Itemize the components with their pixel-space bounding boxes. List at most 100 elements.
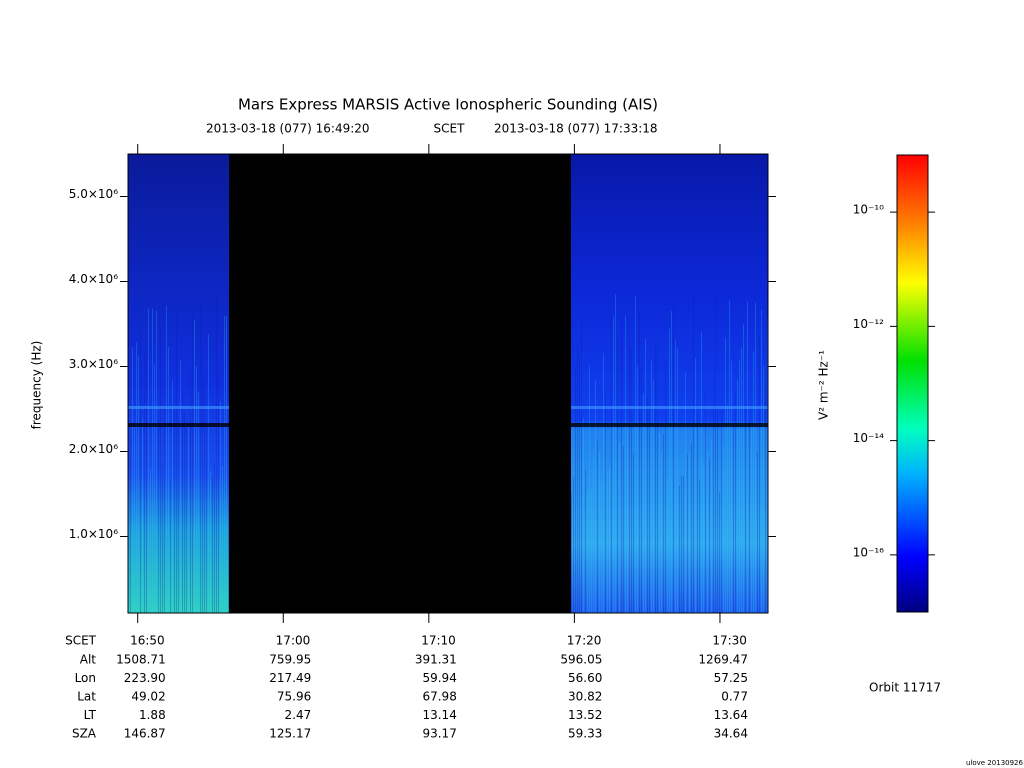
- colorbar-tick-label: 10⁻¹⁰: [853, 203, 884, 217]
- texture: [685, 371, 686, 613]
- texture: [759, 333, 760, 613]
- y-tick-label: 2.0×10⁶: [69, 442, 118, 456]
- texture: [603, 352, 604, 613]
- ephemeris-value: 596.05: [560, 653, 602, 667]
- texture: [208, 334, 209, 613]
- time-system: SCET: [434, 122, 466, 136]
- texture: [194, 320, 195, 613]
- ephemeris-value: 13.64: [714, 708, 748, 722]
- texture: [585, 469, 586, 613]
- texture: [128, 423, 229, 427]
- texture: [717, 410, 718, 613]
- colorbar: [896, 154, 929, 613]
- texture: [150, 468, 151, 613]
- texture: [721, 410, 722, 613]
- texture: [761, 309, 762, 613]
- texture: [757, 451, 758, 613]
- texture: [711, 438, 712, 613]
- x-tick-label: 17:30: [712, 634, 747, 648]
- texture: [683, 476, 684, 613]
- texture: [222, 465, 223, 613]
- texture: [138, 356, 139, 613]
- ephemeris-value: 146.87: [124, 727, 166, 741]
- ephemeris-value: 59.33: [568, 727, 602, 741]
- texture: [140, 329, 141, 613]
- texture: [204, 375, 205, 613]
- texture: [597, 439, 598, 613]
- texture: [629, 346, 630, 613]
- texture: [655, 341, 656, 613]
- texture: [196, 366, 197, 613]
- texture: [705, 391, 706, 613]
- ephemeris-value: 0.77: [721, 690, 748, 704]
- texture: [627, 422, 628, 613]
- texture: [639, 309, 640, 613]
- ephemeris-value: 34.64: [714, 727, 748, 741]
- texture: [719, 492, 720, 613]
- texture: [613, 316, 614, 613]
- texture: [747, 301, 748, 613]
- texture: [192, 311, 193, 613]
- texture: [745, 405, 746, 613]
- texture: [206, 426, 207, 613]
- texture: [735, 393, 736, 613]
- texture: [128, 406, 229, 409]
- texture: [701, 331, 702, 613]
- row-label: LT: [84, 708, 97, 722]
- texture: [635, 295, 636, 613]
- texture: [691, 444, 692, 613]
- texture: [595, 379, 596, 613]
- texture: [591, 488, 592, 613]
- texture: [765, 385, 766, 613]
- texture: [645, 338, 646, 613]
- texture: [673, 301, 674, 613]
- texture: [667, 477, 668, 613]
- texture: [677, 348, 678, 613]
- texture: [178, 419, 179, 613]
- texture: [739, 359, 740, 613]
- texture: [146, 356, 147, 613]
- texture: [665, 361, 666, 613]
- texture: [218, 366, 219, 613]
- ephemeris-value: 759.95: [269, 653, 311, 667]
- texture: [751, 424, 752, 613]
- ephemeris-value: 2.47: [285, 708, 312, 722]
- texture: [152, 308, 153, 613]
- texture: [142, 418, 143, 613]
- texture: [699, 480, 700, 613]
- ephemeris-value: 93.17: [422, 727, 456, 741]
- ephemeris-value: 391.31: [415, 653, 457, 667]
- ephemeris-value: 56.60: [568, 671, 602, 685]
- texture: [188, 426, 189, 613]
- texture: [132, 347, 133, 613]
- texture: [693, 294, 694, 613]
- end-time: 2013-03-18 (077) 17:33:18: [494, 122, 658, 136]
- texture: [154, 364, 155, 613]
- texture: [589, 365, 590, 613]
- texture: [571, 490, 572, 613]
- texture: [587, 492, 588, 613]
- texture: [709, 458, 710, 613]
- texture: [707, 450, 708, 613]
- texture: [755, 301, 756, 613]
- texture: [214, 462, 215, 613]
- texture: [136, 341, 137, 613]
- y-tick-label: 1.0×10⁶: [69, 527, 118, 541]
- ephemeris-value: 13.14: [422, 708, 456, 722]
- texture: [190, 370, 191, 613]
- texture: [731, 360, 732, 613]
- texture: [675, 340, 676, 613]
- row-label: Lat: [77, 690, 96, 704]
- texture: [186, 420, 187, 613]
- texture: [226, 315, 227, 613]
- texture: [659, 433, 660, 613]
- spectrogram-block: [571, 154, 768, 613]
- x-tick-label: 17:20: [567, 634, 602, 648]
- start-time: 2013-03-18 (077) 16:49:20: [206, 122, 370, 136]
- texture: [202, 351, 203, 613]
- texture: [651, 360, 652, 613]
- y-tick-label: 3.0×10⁶: [69, 357, 118, 371]
- ephemeris-value: 30.82: [568, 690, 602, 704]
- ephemeris-value: 1269.47: [698, 653, 748, 667]
